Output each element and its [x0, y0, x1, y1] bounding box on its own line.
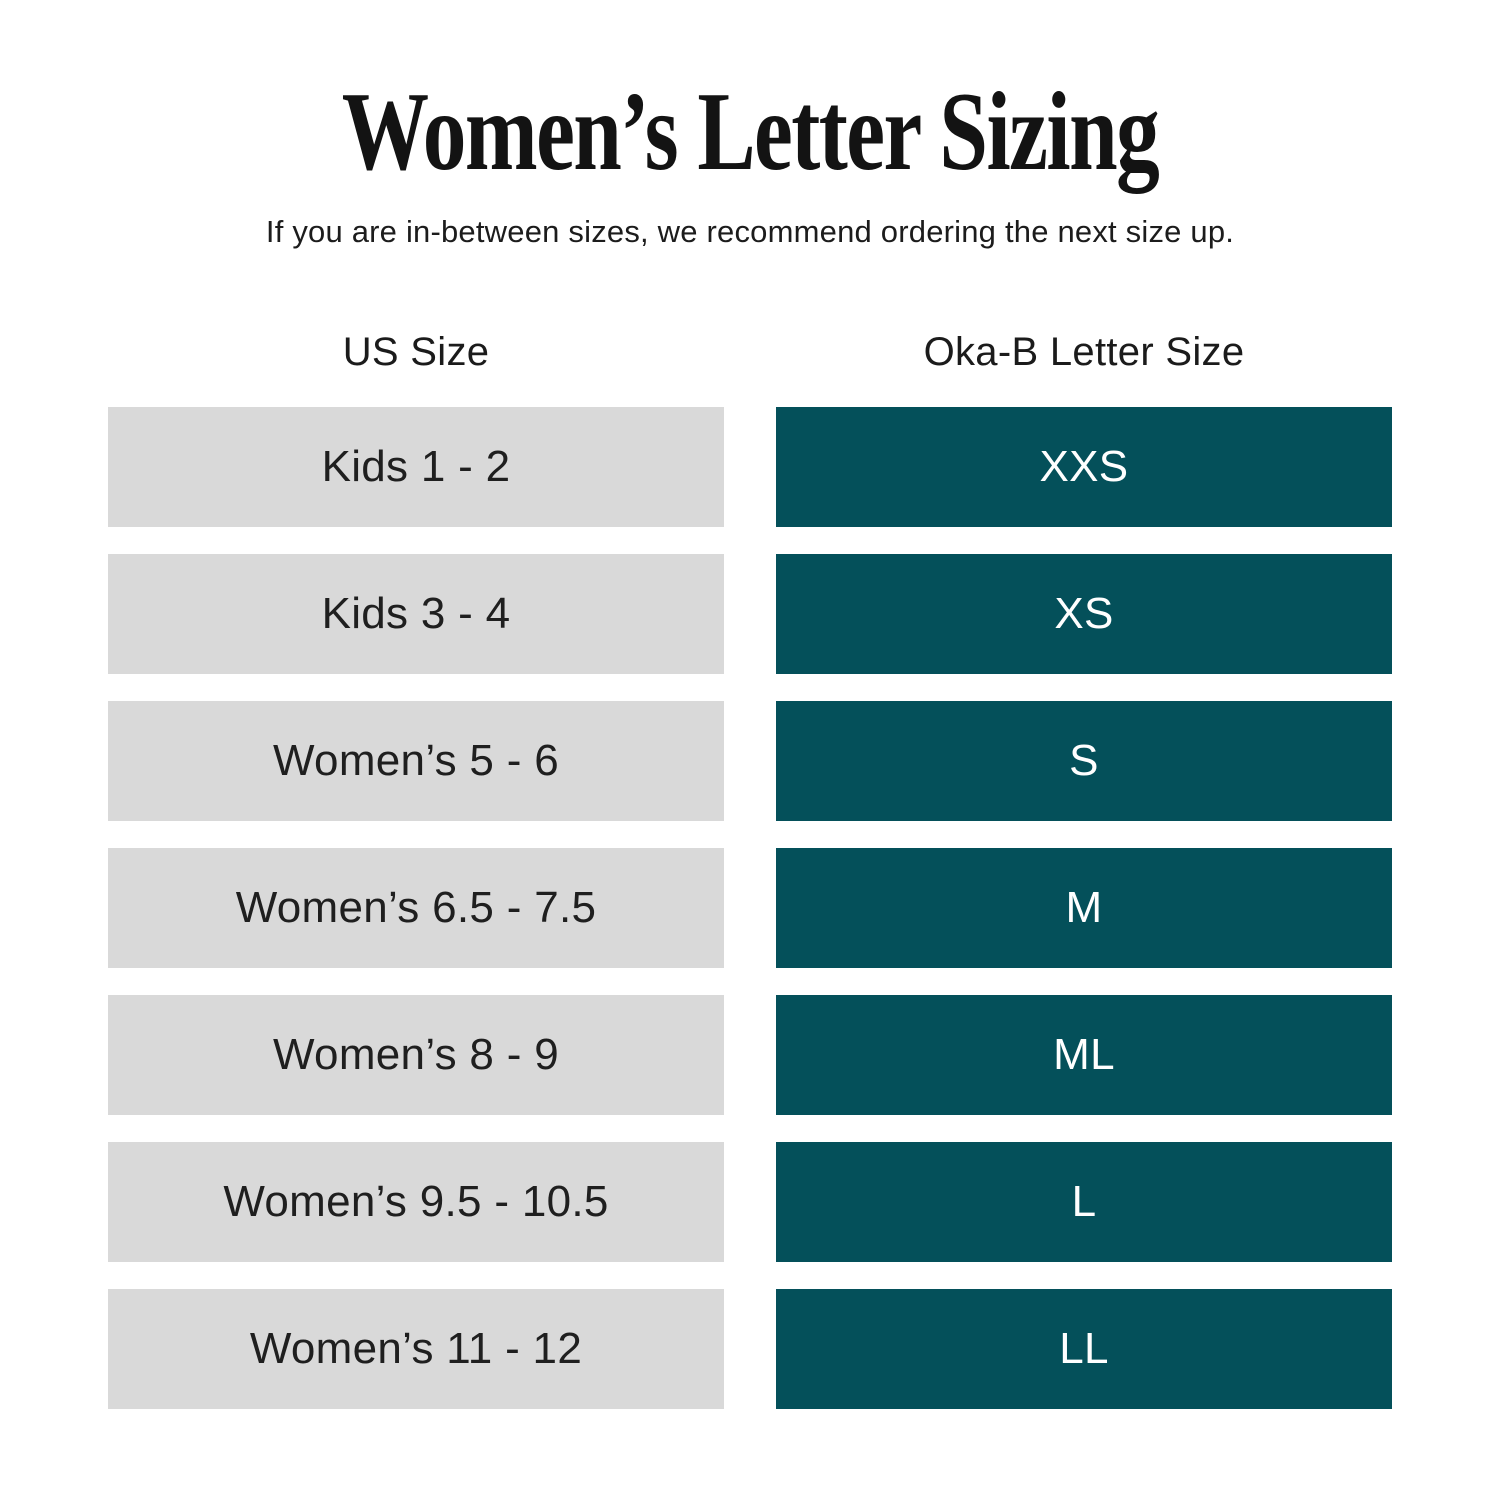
letter-size-cell: L	[776, 1142, 1392, 1262]
table-row: Women’s 6.5 - 7.5 M	[108, 848, 1392, 968]
letter-size-cell: LL	[776, 1289, 1392, 1409]
table-row: Women’s 11 - 12 LL	[108, 1289, 1392, 1409]
us-size-cell: Women’s 8 - 9	[108, 995, 724, 1115]
us-size-cell: Women’s 6.5 - 7.5	[108, 848, 724, 968]
table-row: Kids 3 - 4 XS	[108, 554, 1392, 674]
column-headers: US Size Oka-B Letter Size	[108, 330, 1392, 375]
us-size-cell: Kids 3 - 4	[108, 554, 724, 674]
letter-size-cell: XS	[776, 554, 1392, 674]
letter-size-cell: ML	[776, 995, 1392, 1115]
table-row: Kids 1 - 2 XXS	[108, 407, 1392, 527]
table-row: Women’s 5 - 6 S	[108, 701, 1392, 821]
size-table: US Size Oka-B Letter Size Kids 1 - 2 XXS…	[108, 250, 1392, 1409]
us-size-cell: Women’s 9.5 - 10.5	[108, 1142, 724, 1262]
us-size-cell: Kids 1 - 2	[108, 407, 724, 527]
letter-size-cell: M	[776, 848, 1392, 968]
page-title: Women’s Letter Sizing	[341, 70, 1160, 194]
table-row: Women’s 9.5 - 10.5 L	[108, 1142, 1392, 1262]
letter-size-cell: XXS	[776, 407, 1392, 527]
us-size-cell: Women’s 11 - 12	[108, 1289, 724, 1409]
column-header-us-size: US Size	[342, 330, 490, 374]
us-size-cell: Women’s 5 - 6	[108, 701, 724, 821]
table-row: Women’s 8 - 9 ML	[108, 995, 1392, 1115]
page-subtitle: If you are in-between sizes, we recommen…	[265, 214, 1235, 249]
letter-size-cell: S	[776, 701, 1392, 821]
column-header-letter-size: Oka-B Letter Size	[923, 330, 1245, 374]
page-header: Women’s Letter Sizing If you are in-betw…	[0, 0, 1500, 250]
